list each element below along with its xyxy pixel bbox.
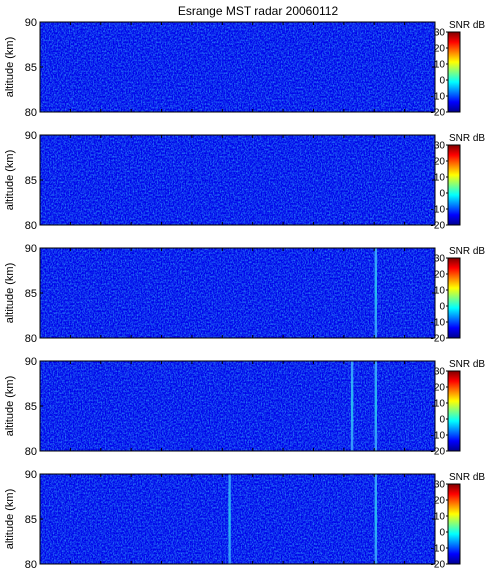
heatmap-fine-noise	[40, 474, 435, 564]
colorbar-tick-label: -20	[431, 108, 446, 119]
y-tick-label: 85	[25, 514, 37, 526]
heatmap-streak	[374, 248, 377, 338]
colorbar-tick-label: 30	[434, 367, 446, 378]
colorbar-label: SNR dB	[449, 472, 485, 483]
colorbar-tick-label: 30	[434, 254, 446, 265]
y-axis-label: altitude (km)	[4, 263, 16, 324]
heatmap-fine-noise	[40, 248, 435, 338]
y-tick-label: 80	[25, 220, 37, 232]
colorbar-tick-label: 0	[439, 302, 445, 313]
heatmap-streak	[228, 474, 231, 564]
y-axis-label: altitude (km)	[4, 150, 16, 211]
y-tick-label: 80	[25, 107, 37, 119]
y-tick-label: 85	[25, 175, 37, 187]
heatmap-streak	[374, 474, 377, 564]
colorbar-label: SNR dB	[449, 246, 485, 257]
y-tick-label: 85	[25, 288, 37, 300]
colorbar-tick-label: 10	[434, 286, 446, 297]
colorbar-tick-label: 0	[439, 528, 445, 539]
colorbar-tick-label: -10	[431, 318, 446, 329]
colorbar-tick-label: -20	[431, 221, 446, 232]
colorbar-tick-label: 10	[434, 399, 446, 410]
colorbar-tick-label: 30	[434, 28, 446, 39]
colorbar	[447, 370, 461, 452]
y-tick-label: 85	[25, 62, 37, 74]
heatmap-texture	[40, 135, 435, 225]
colorbar-tick-label: 30	[434, 480, 446, 491]
y-tick-label: 90	[25, 243, 37, 255]
colorbar-tick-label: -10	[431, 205, 446, 216]
heatmap-fine-noise	[40, 361, 435, 451]
colorbar-tick-label: -10	[431, 431, 446, 442]
colorbar	[447, 257, 461, 339]
colorbar-tick-label: -10	[431, 544, 446, 555]
colorbar-tick-label: 30	[434, 141, 446, 152]
colorbar-tick-label: 20	[434, 157, 446, 168]
heatmap-texture	[40, 361, 435, 451]
colorbar	[447, 483, 461, 565]
colorbar-tick-label: 20	[434, 44, 446, 55]
y-tick-label: 80	[25, 446, 37, 458]
colorbar-tick-label: 10	[434, 512, 446, 523]
colorbar-tick-label: -20	[431, 334, 446, 345]
colorbar-tick-label: 0	[439, 189, 445, 200]
colorbar-label: SNR dB	[449, 133, 485, 144]
colorbar-tick-label: 20	[434, 270, 446, 281]
colorbar-label: SNR dB	[449, 20, 485, 31]
colorbar-tick-label: 20	[434, 496, 446, 507]
y-tick-label: 80	[25, 333, 37, 345]
colorbar-tick-label: -20	[431, 447, 446, 458]
colorbar	[447, 31, 461, 113]
y-tick-label: 90	[25, 17, 37, 29]
colorbar-tick-label: 0	[439, 76, 445, 87]
colorbar-tick-label: 20	[434, 383, 446, 394]
colorbar-tick-label: 10	[434, 60, 446, 71]
y-axis-label: altitude (km)	[4, 489, 16, 550]
y-tick-label: 90	[25, 130, 37, 142]
y-tick-label: 85	[25, 401, 37, 413]
y-tick-label: 90	[25, 356, 37, 368]
colorbar-tick-label: -20	[431, 560, 446, 571]
y-tick-label: 80	[25, 559, 37, 571]
heatmap-streak	[350, 361, 354, 451]
colorbar-label: SNR dB	[449, 359, 485, 370]
heatmap-fine-noise	[40, 135, 435, 225]
heatmap-texture	[40, 248, 435, 338]
colorbar	[447, 144, 461, 226]
heatmap-fine-noise	[40, 22, 435, 112]
figure-title: Esrange MST radar 20060112	[178, 4, 339, 18]
heatmap-streak	[374, 361, 377, 451]
heatmap-texture	[40, 22, 435, 112]
y-tick-label: 90	[25, 469, 37, 481]
y-axis-label: altitude (km)	[4, 37, 16, 98]
y-axis-label: altitude (km)	[4, 376, 16, 437]
colorbar-tick-label: -10	[431, 92, 446, 103]
heatmap-texture	[40, 474, 435, 564]
colorbar-tick-label: 0	[439, 415, 445, 426]
colorbar-tick-label: 10	[434, 173, 446, 184]
